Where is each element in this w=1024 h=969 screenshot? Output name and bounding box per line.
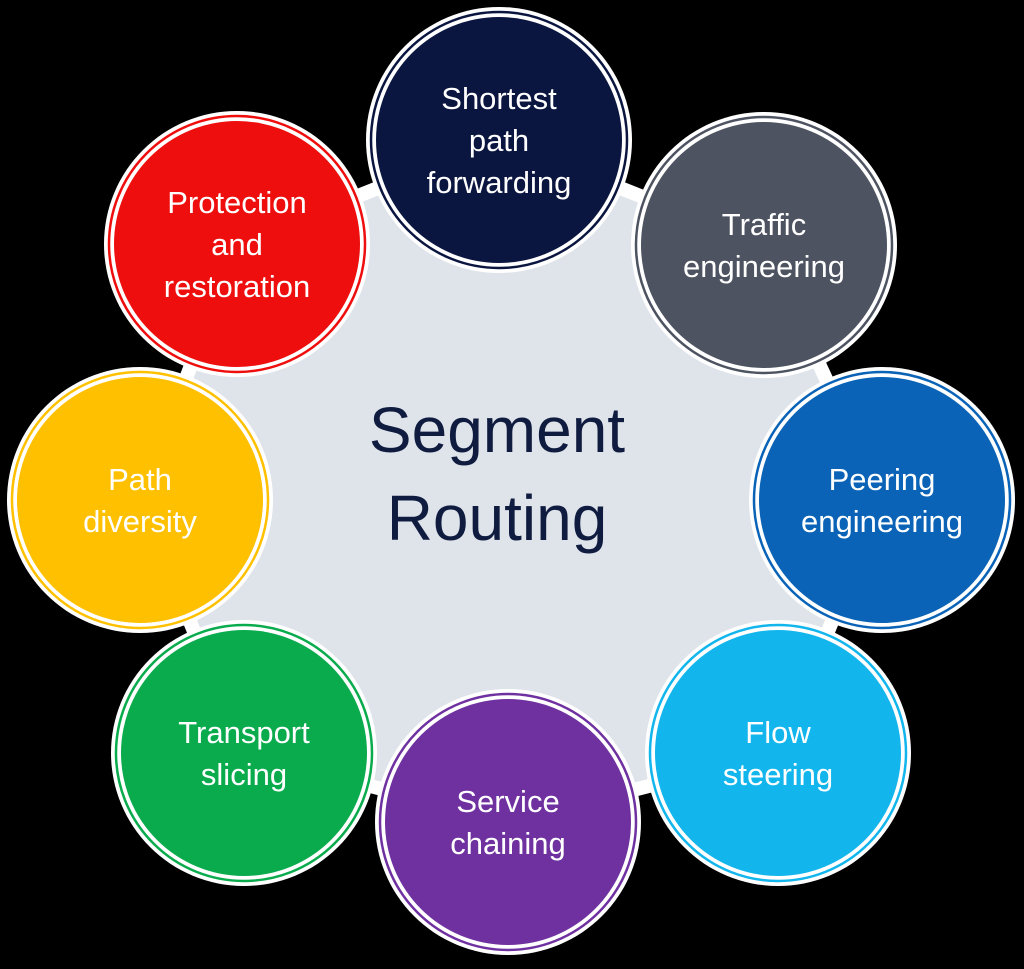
node-label-line: engineering <box>683 249 845 284</box>
node-label: Transport slicing <box>178 715 310 792</box>
node-accent-ring <box>10 370 270 630</box>
node-label-line: and <box>211 227 263 262</box>
center-title: Segment Routing <box>369 394 625 554</box>
node-label-line: Protection <box>167 185 307 220</box>
node-label-line: Traffic <box>722 207 806 242</box>
node-label-line: Path <box>108 462 172 497</box>
node-fill <box>385 699 631 945</box>
node-label-line: path <box>469 123 529 158</box>
node-protection-and-restoration: Protection and restoration <box>104 111 370 377</box>
node-fill <box>121 630 367 876</box>
node-peering-engineering: Peering engineering <box>749 367 1015 633</box>
node-accent-ring <box>114 623 374 883</box>
node-fill <box>114 121 360 367</box>
center-title-line: Routing <box>387 482 608 554</box>
node-flow-steering: Flow steering <box>645 620 911 886</box>
node-label-line: steering <box>723 757 833 792</box>
node-label-line: restoration <box>164 269 310 304</box>
node-label: Peering engineering <box>801 462 963 539</box>
node-label-line: diversity <box>83 504 197 539</box>
node-label: Path diversity <box>83 462 197 539</box>
node-path-diversity: Path diversity <box>7 367 273 633</box>
node-fill <box>759 377 1005 623</box>
node-label-line: Service <box>456 784 559 819</box>
node-transport-slicing: Transport slicing <box>111 620 377 886</box>
node-label-line: Flow <box>745 715 811 750</box>
node-service-chaining: Service chaining <box>375 689 641 955</box>
node-accent-ring <box>369 10 629 270</box>
node-accent-ring <box>634 115 894 375</box>
node-label-line: Peering <box>829 462 936 497</box>
node-fill <box>376 17 622 263</box>
node-accent-ring <box>107 114 367 374</box>
node-label-line: Transport <box>178 715 310 750</box>
center-title-line: Segment <box>369 394 625 466</box>
node-label-line: Shortest <box>441 81 557 116</box>
node-label-line: slicing <box>201 757 287 792</box>
node-label: Protection and restoration <box>164 185 310 304</box>
node-shortest-path-forwarding: Shortest path forwarding <box>366 7 632 273</box>
node-label-line: forwarding <box>427 165 572 200</box>
node-traffic-engineering: Traffic engineering <box>631 112 897 378</box>
node-fill <box>17 377 263 623</box>
node-fill <box>641 122 887 368</box>
node-accent-ring <box>752 370 1012 630</box>
node-label: Shortest path forwarding <box>427 81 572 200</box>
node-label: Flow steering <box>723 715 833 792</box>
node-label-line: chaining <box>450 826 565 861</box>
node-fill <box>655 630 901 876</box>
node-label-line: engineering <box>801 504 963 539</box>
node-label: Service chaining <box>450 784 565 861</box>
node-accent-ring <box>648 623 908 883</box>
node-accent-ring <box>378 692 638 952</box>
node-label: Traffic engineering <box>683 207 845 284</box>
